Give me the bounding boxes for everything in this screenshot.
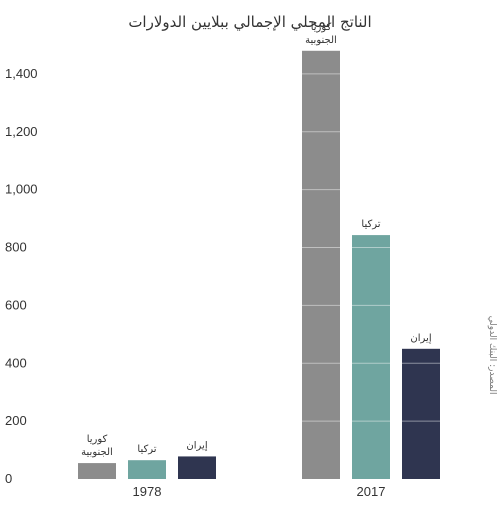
bar-series-label: كوريا [311,22,332,33]
y-tick-label: 1,200 [5,124,38,139]
y-tick-label: 800 [5,240,27,255]
bar [78,463,116,479]
bar [128,460,166,479]
chart-title: الناتج المحلي الإجمالي ببلايين الدولارات [128,13,371,32]
bars-group: كوريا الجنوبية تركيا إيران كوريا الجنوبية تركي… [78,22,440,479]
bar [178,456,216,479]
y-tick-label: 1,400 [5,66,38,81]
bar-series-label: تركيا [361,219,380,230]
bar [352,235,390,479]
source-note: المصدر: البنك الدولي [487,316,497,395]
y-tick-label: 1,000 [5,182,38,197]
category-label: 1978 [133,484,162,499]
bar-series-label: إيران [186,440,207,451]
bar-series-label: إيران [410,333,431,344]
bar-series-label: الجنوبية [81,447,113,458]
y-tick-label: 600 [5,297,27,312]
bar-series-label: كوريا [87,434,108,445]
bar-series-label: تركيا [137,444,156,455]
category-label: 2017 [357,484,386,499]
category-labels: 1978 2017 [133,484,386,499]
bar-series-label: الجنوبية [305,35,337,46]
y-tick-label: 200 [5,413,27,428]
y-tick-label: 400 [5,355,27,370]
bar [402,348,440,479]
y-axis: 0 200 400 600 800 1,000 1,200 1,400 [5,66,38,486]
y-tick-label: 0 [5,471,12,486]
bar [302,50,340,479]
